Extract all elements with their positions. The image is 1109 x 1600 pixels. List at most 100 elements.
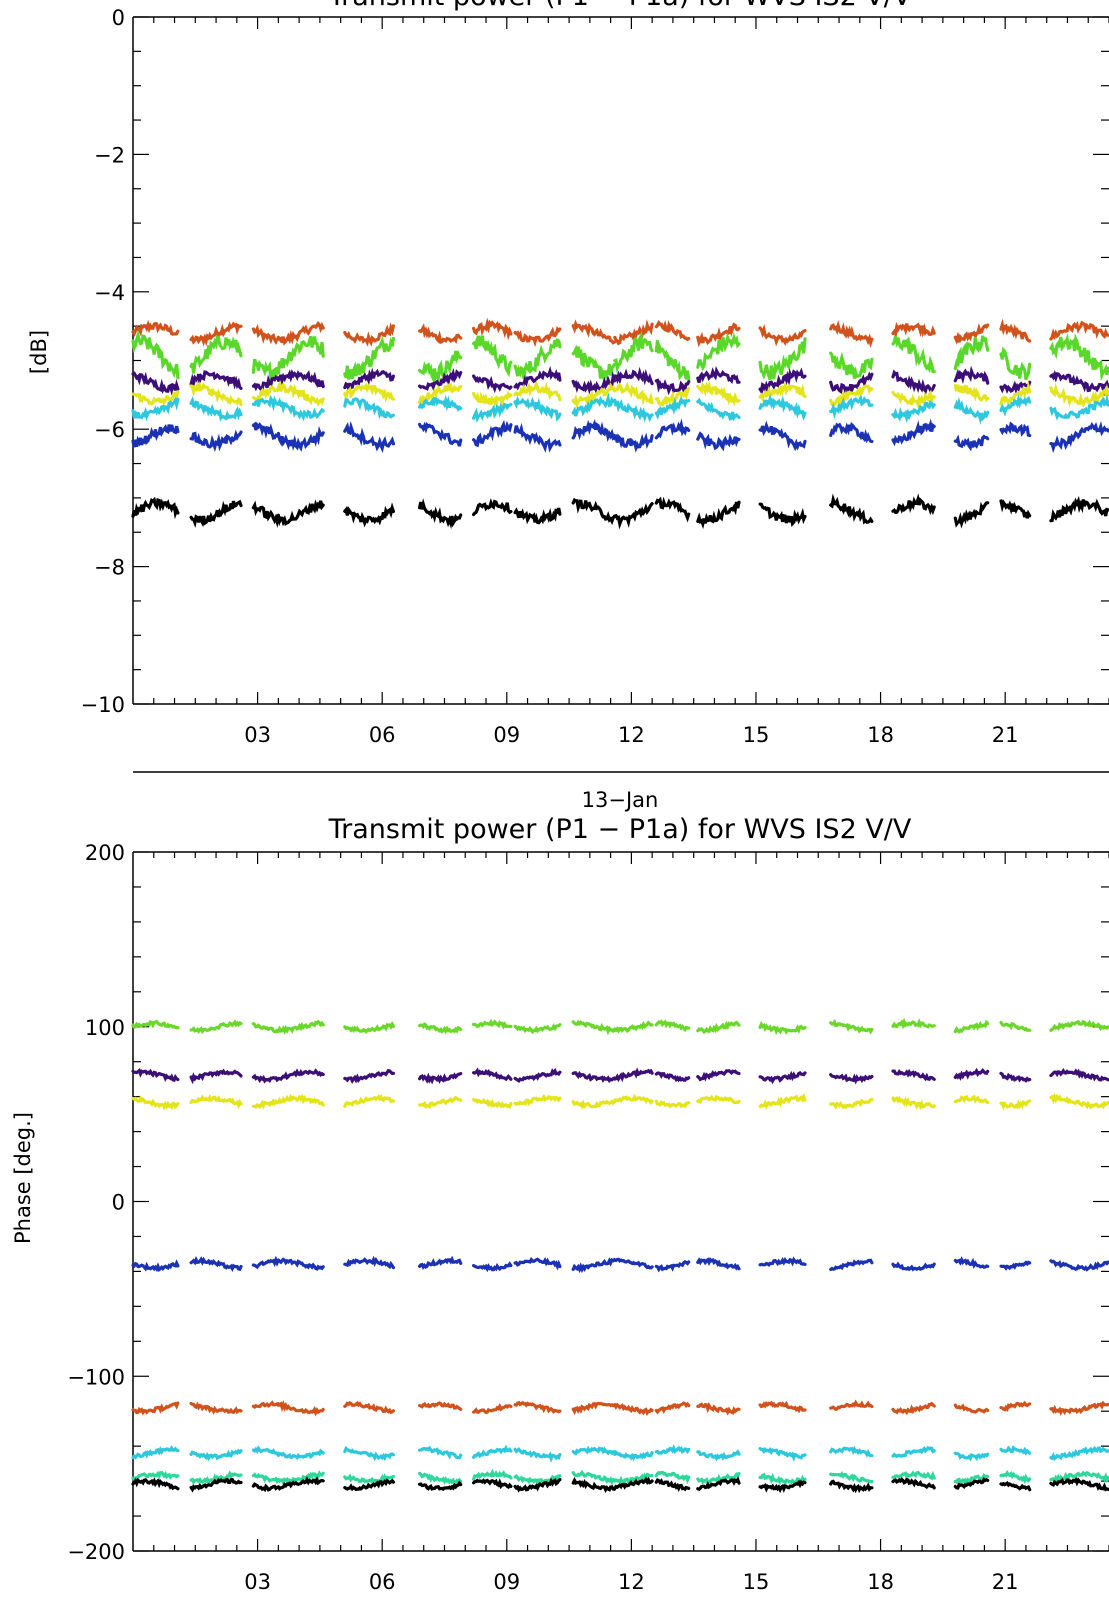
top-y-axis-label: [dB] <box>27 330 51 374</box>
bottom-series-5-segment <box>758 1446 807 1462</box>
top-series-3-segment <box>953 383 990 403</box>
top-series-5-segment <box>1049 420 1109 454</box>
top-series-2-segment <box>418 367 463 392</box>
bottom-series-2-segment <box>829 1097 874 1111</box>
top-series-6-segment <box>189 499 243 528</box>
top-series-3-segment <box>251 384 280 402</box>
bottom-series-2-segment <box>189 1094 243 1110</box>
bottom-series-6-segment <box>1049 1470 1109 1485</box>
bottom-series-2-segment <box>696 1094 741 1105</box>
bottom-series-1-segment <box>696 1068 741 1082</box>
bottom-series-4-segment <box>829 1399 874 1412</box>
top-series-0-segment <box>1049 320 1109 341</box>
top-series-3-segment <box>654 386 691 407</box>
top-series-4-segment <box>418 394 463 412</box>
bottom-series-5-segment <box>276 1448 325 1460</box>
top-series-1-segment <box>131 329 180 380</box>
bottom-axes: 03 06 09 12 15 18 21 200 100 0 −100 −200 <box>67 841 1109 1594</box>
bottom-series-0-segment <box>131 1019 180 1030</box>
top-series-2-segment <box>513 365 562 391</box>
bottom-series-0-segment <box>418 1022 463 1035</box>
top-series-5-segment <box>189 429 243 453</box>
bottom-series-3-segment <box>418 1255 463 1270</box>
top-series-1-segment <box>343 335 395 380</box>
top-series-2-segment <box>696 365 741 384</box>
bottom-series-6-segment <box>513 1473 562 1486</box>
top-series-6-segment <box>999 499 1032 519</box>
bottom-series-2-segment <box>654 1099 691 1109</box>
top-series-0-segment <box>829 320 874 348</box>
top-series-0-segment <box>613 319 654 346</box>
bottom-series-4-segment <box>1049 1400 1109 1416</box>
top-x-tick-label: 06 <box>369 723 396 747</box>
bottom-series-3-segment <box>571 1257 616 1274</box>
bottom-series-7-segment <box>953 1477 990 1490</box>
top-series-5-segment <box>696 431 741 452</box>
bottom-series-4-segment <box>758 1400 807 1414</box>
bottom-series-2-segment <box>131 1095 180 1111</box>
top-series-5-segment <box>613 432 654 453</box>
top-series-1-segment <box>696 332 741 372</box>
bottom-series-2-segment <box>1049 1092 1109 1110</box>
bottom-series-7-segment <box>276 1476 325 1491</box>
top-series-1-segment <box>953 335 990 371</box>
top-series-2-segment <box>758 367 807 397</box>
bottom-series-0-segment <box>953 1019 990 1034</box>
bottom-series-4-segment <box>891 1401 936 1416</box>
top-series-1-segment <box>251 358 280 381</box>
bottom-series-3-segment <box>999 1260 1032 1271</box>
bottom-series-5-segment <box>1049 1445 1109 1461</box>
bottom-series-6-segment <box>953 1473 990 1485</box>
top-series-4-segment <box>654 396 691 420</box>
top-series-5-segment <box>758 420 807 452</box>
bottom-series-5-segment <box>251 1445 280 1457</box>
bottom-series-7-segment <box>251 1482 280 1493</box>
bottom-series-1-segment <box>251 1073 280 1084</box>
top-series-6-segment <box>571 497 616 526</box>
top-series-3-segment <box>613 381 654 406</box>
bottom-series-5-segment <box>418 1445 463 1460</box>
top-series-6-segment <box>131 496 180 520</box>
bottom-series-6-segment <box>276 1470 325 1486</box>
bottom-series-4-segment <box>613 1402 654 1417</box>
top-series-4-segment <box>891 399 936 424</box>
bottom-series-5-segment <box>613 1449 654 1462</box>
bottom-series-2-segment <box>571 1099 616 1110</box>
top-series-6-segment <box>251 500 280 528</box>
bottom-x-tick-label: 09 <box>493 1570 520 1594</box>
bottom-series-1-segment <box>891 1068 936 1082</box>
top-series-5-segment <box>131 424 180 448</box>
top-series-1-segment <box>999 346 1032 381</box>
top-series-6-segment <box>276 499 325 527</box>
top-series-2-segment <box>276 369 325 389</box>
bottom-series-1-segment <box>418 1072 463 1085</box>
bottom-series-0-segment <box>189 1019 243 1035</box>
bottom-series-3-segment <box>613 1257 654 1270</box>
top-series-0-segment <box>953 323 990 345</box>
top-series-5-segment <box>571 418 616 443</box>
bottom-series-4-segment <box>418 1401 463 1411</box>
bottom-series-3-segment <box>276 1257 325 1271</box>
bottom-series-4-segment <box>189 1401 243 1415</box>
top-series-5-segment <box>891 418 936 447</box>
bottom-x-tick-label: 18 <box>867 1570 894 1594</box>
top-series-5-segment <box>276 425 325 452</box>
bottom-series-2-segment <box>891 1095 936 1111</box>
bottom-panel-date: 13−Jan <box>582 788 659 812</box>
top-series-5-segment <box>654 418 691 440</box>
top-series-0-segment <box>513 326 562 348</box>
bottom-series-7-segment <box>472 1478 513 1490</box>
top-series-6-segment <box>513 507 562 525</box>
bottom-series-4-segment <box>513 1400 562 1414</box>
bottom-series-2-segment <box>276 1093 325 1107</box>
bottom-panel-title: Transmit power (P1 − P1a) for WVS IS2 V/… <box>328 814 912 845</box>
top-series-2-segment <box>1049 369 1109 394</box>
bottom-y-tick-label: −200 <box>67 1540 125 1564</box>
bottom-series-1-segment <box>999 1071 1032 1083</box>
bottom-series-3-segment <box>343 1255 395 1270</box>
bottom-series-7-segment <box>343 1478 395 1492</box>
bottom-series-7-segment <box>696 1476 741 1492</box>
bottom-series-0-segment <box>654 1019 691 1033</box>
top-y-tick-label: −6 <box>94 418 125 442</box>
